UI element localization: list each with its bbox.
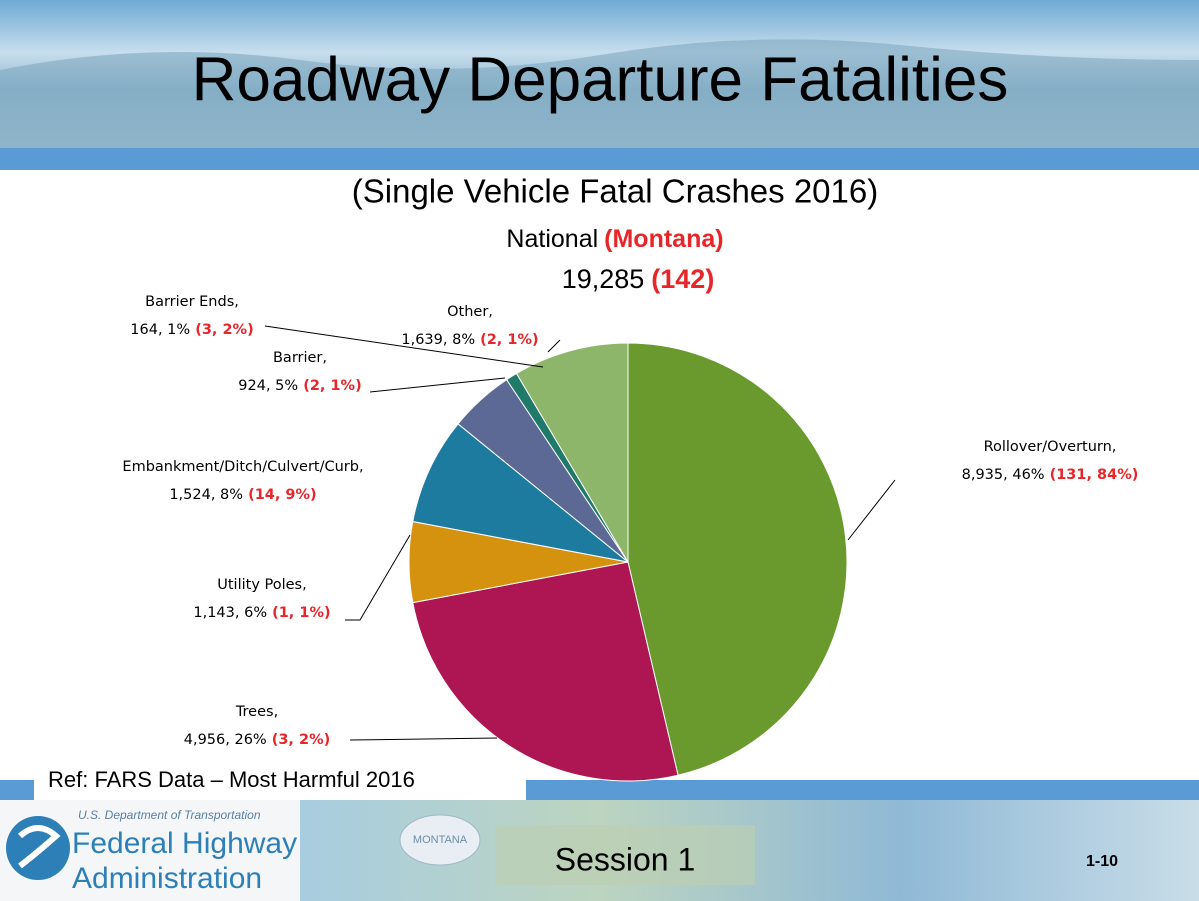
montana-label: (2, 1%): [480, 332, 539, 348]
slice-label: Barrier,: [273, 350, 327, 366]
leader-line: [350, 738, 497, 740]
montana-label: (3, 2%): [272, 732, 331, 748]
montana-label: (14, 9%): [248, 487, 317, 503]
subtitle: (Single Vehicle Fatal Crashes 2016): [352, 173, 878, 210]
value-label: 1,143, 6%: [193, 605, 267, 621]
leader-line: [345, 535, 410, 620]
slice-label: Other,: [447, 304, 493, 320]
slice-value: 1,143, 6% (1, 1%): [193, 605, 330, 621]
slice-value: 8,935, 46% (131, 84%): [962, 467, 1139, 483]
value-label: 8,935, 46%: [962, 467, 1045, 483]
scope-national: National: [506, 225, 598, 253]
montana-label: (3, 2%): [195, 322, 254, 338]
leader-line: [848, 480, 895, 540]
page-number: 1-10: [1086, 853, 1118, 870]
value-label: 924, 5%: [238, 378, 298, 394]
chart: U.S. Department of Transportation Federa…: [0, 0, 1199, 901]
slice-value: 4,956, 26% (3, 2%): [184, 732, 331, 748]
slice-label: Rollover/Overturn,: [984, 439, 1117, 455]
scope-montana: (Montana): [604, 225, 723, 253]
montana-label: (2, 1%): [303, 378, 362, 394]
slice-label: Embankment/Ditch/Culvert/Curb,: [122, 459, 363, 475]
logo-text: U.S. Department of Transportation: [78, 808, 261, 822]
slice-value: 924, 5% (2, 1%): [238, 378, 361, 394]
totals: 19,285(142): [562, 264, 715, 294]
header-bar: [0, 148, 1199, 170]
value-label: 1,524, 8%: [169, 487, 243, 503]
slide-title: Roadway Departure Fatalities: [192, 45, 1009, 114]
scope: National(Montana): [506, 225, 723, 253]
logo-text: Administration: [72, 862, 262, 895]
total-montana: (142): [651, 264, 714, 294]
session: Session 1: [555, 841, 696, 877]
sign-text: MONTANA: [413, 834, 468, 846]
leader-line: [548, 340, 560, 352]
slice-value: 1,524, 8% (14, 9%): [169, 487, 316, 503]
reference: Ref: FARS Data – Most Harmful 2016: [48, 767, 415, 792]
slice-value: 164, 1% (3, 2%): [130, 322, 253, 338]
slice-label: Utility Poles,: [217, 577, 306, 593]
leader-line: [370, 378, 505, 392]
slice-label: Barrier Ends,: [145, 294, 239, 310]
logo-text: Federal Highway: [72, 827, 297, 860]
pie: Rollover/Overturn, 8,935, 46% (131, 84%) Tr…: [122, 294, 1138, 781]
total-national: 19,285: [562, 264, 645, 294]
value-label: 4,956, 26%: [184, 732, 267, 748]
slice-value: 1,639, 8% (2, 1%): [401, 332, 538, 348]
montana-label: (131, 84%): [1050, 467, 1139, 483]
value-label: 164, 1%: [130, 322, 190, 338]
montana-label: (1, 1%): [272, 605, 331, 621]
value-label: 1,639, 8%: [401, 332, 475, 348]
slice-label: Trees,: [235, 704, 278, 720]
slide: U.S. Department of Transportation Federa…: [0, 0, 1199, 901]
